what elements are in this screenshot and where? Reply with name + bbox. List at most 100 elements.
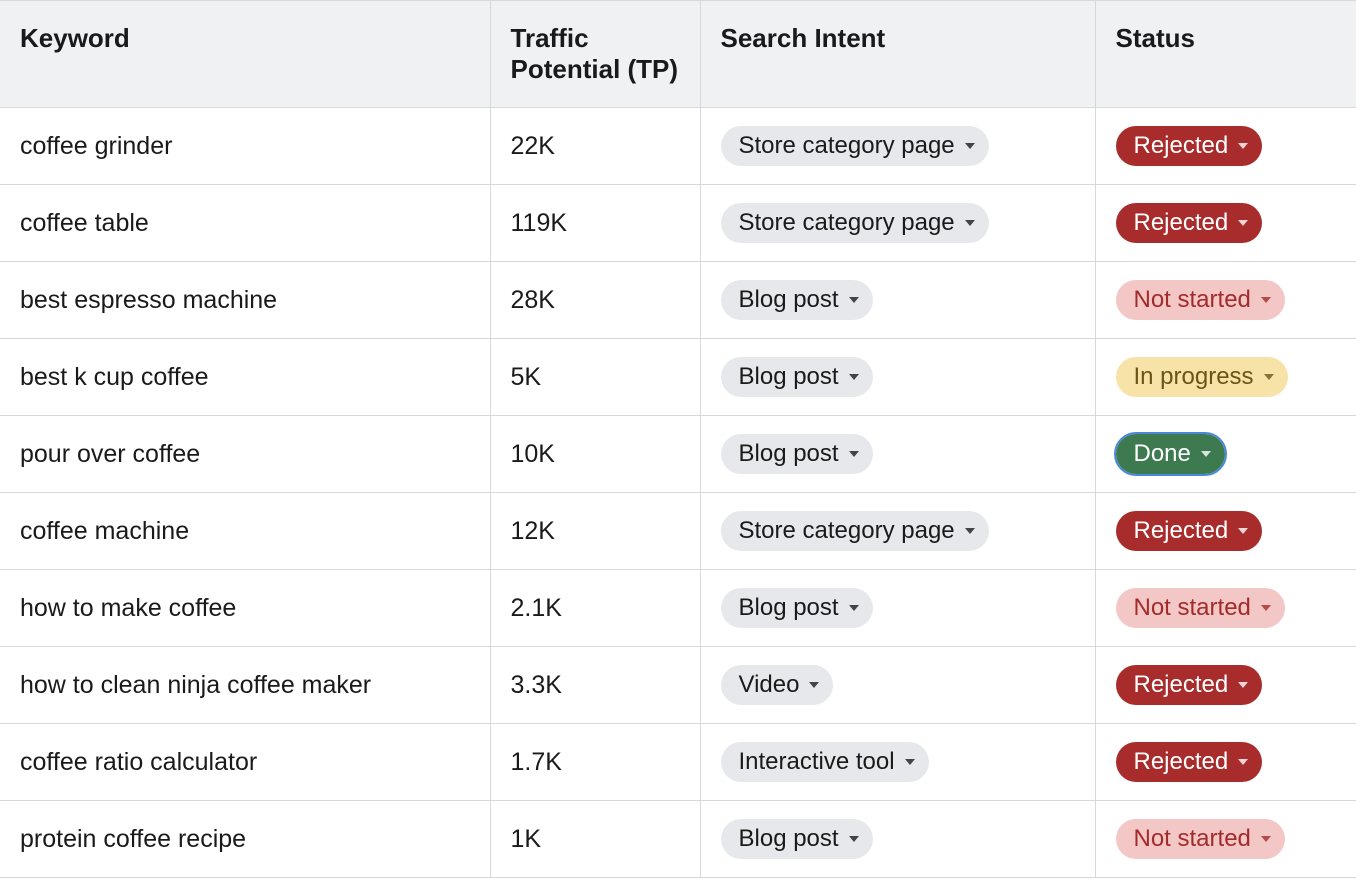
chevron-down-icon bbox=[849, 605, 859, 611]
intent-label: Blog post bbox=[739, 286, 839, 314]
intent-cell: Blog post bbox=[700, 416, 1095, 493]
status-cell: Rejected bbox=[1095, 724, 1356, 801]
chevron-down-icon bbox=[1264, 374, 1274, 380]
keyword-cell[interactable]: coffee ratio calculator bbox=[0, 724, 490, 801]
status-cell: Done bbox=[1095, 416, 1356, 493]
intent-cell: Blog post bbox=[700, 262, 1095, 339]
table-row: coffee table119K Store category page Rejec… bbox=[0, 185, 1356, 262]
status-select[interactable]: Rejected bbox=[1116, 203, 1263, 243]
intent-select[interactable]: Blog post bbox=[721, 819, 873, 859]
keyword-cell[interactable]: coffee grinder bbox=[0, 108, 490, 185]
tp-cell[interactable]: 12K bbox=[490, 493, 700, 570]
status-label: Rejected bbox=[1134, 748, 1229, 776]
intent-label: Blog post bbox=[739, 363, 839, 391]
status-label: Not started bbox=[1134, 825, 1251, 853]
status-label: Rejected bbox=[1134, 209, 1229, 237]
status-cell: Rejected bbox=[1095, 647, 1356, 724]
intent-label: Store category page bbox=[739, 517, 955, 545]
intent-label: Interactive tool bbox=[739, 748, 895, 776]
chevron-down-icon bbox=[1238, 528, 1248, 534]
chevron-down-icon bbox=[1238, 220, 1248, 226]
chevron-down-icon bbox=[809, 682, 819, 688]
intent-select[interactable]: Blog post bbox=[721, 357, 873, 397]
intent-select[interactable]: Store category page bbox=[721, 511, 989, 551]
status-label: Rejected bbox=[1134, 671, 1229, 699]
status-cell: Not started bbox=[1095, 801, 1356, 878]
chevron-down-icon bbox=[849, 451, 859, 457]
keyword-cell[interactable]: coffee machine bbox=[0, 493, 490, 570]
keyword-cell[interactable]: coffee table bbox=[0, 185, 490, 262]
chevron-down-icon bbox=[849, 374, 859, 380]
intent-cell: Store category page bbox=[700, 185, 1095, 262]
chevron-down-icon bbox=[1201, 451, 1211, 457]
status-select[interactable]: Not started bbox=[1116, 280, 1285, 320]
status-cell: In progress bbox=[1095, 339, 1356, 416]
keyword-cell[interactable]: best espresso machine bbox=[0, 262, 490, 339]
table-row: coffee machine12K Store category page Reje… bbox=[0, 493, 1356, 570]
status-label: Rejected bbox=[1134, 517, 1229, 545]
tp-cell[interactable]: 10K bbox=[490, 416, 700, 493]
table-header: Keyword Traffic Potential (TP) Search In… bbox=[0, 1, 1356, 108]
status-cell: Rejected bbox=[1095, 493, 1356, 570]
status-cell: Rejected bbox=[1095, 108, 1356, 185]
status-cell: Not started bbox=[1095, 570, 1356, 647]
tp-cell[interactable]: 28K bbox=[490, 262, 700, 339]
intent-cell: Store category page bbox=[700, 108, 1095, 185]
intent-select[interactable]: Video bbox=[721, 665, 834, 705]
intent-cell: Store category page bbox=[700, 493, 1095, 570]
status-select[interactable]: Not started bbox=[1116, 819, 1285, 859]
chevron-down-icon bbox=[849, 836, 859, 842]
status-select[interactable]: Not started bbox=[1116, 588, 1285, 628]
intent-select[interactable]: Store category page bbox=[721, 203, 989, 243]
intent-label: Blog post bbox=[739, 594, 839, 622]
intent-select[interactable]: Interactive tool bbox=[721, 742, 929, 782]
keyword-cell[interactable]: how to clean ninja coffee maker bbox=[0, 647, 490, 724]
column-header-intent[interactable]: Search Intent bbox=[700, 1, 1095, 108]
status-select[interactable]: Rejected bbox=[1116, 742, 1263, 782]
status-label: Not started bbox=[1134, 594, 1251, 622]
status-select[interactable]: Rejected bbox=[1116, 511, 1263, 551]
intent-cell: Blog post bbox=[700, 801, 1095, 878]
status-select[interactable]: Rejected bbox=[1116, 665, 1263, 705]
chevron-down-icon bbox=[1261, 605, 1271, 611]
column-header-keyword[interactable]: Keyword bbox=[0, 1, 490, 108]
tp-cell[interactable]: 1K bbox=[490, 801, 700, 878]
tp-cell[interactable]: 119K bbox=[490, 185, 700, 262]
intent-select[interactable]: Store category page bbox=[721, 126, 989, 166]
intent-label: Store category page bbox=[739, 132, 955, 160]
table-row: coffee ratio calculator1.7K Interactive t… bbox=[0, 724, 1356, 801]
tp-cell[interactable]: 22K bbox=[490, 108, 700, 185]
chevron-down-icon bbox=[1261, 297, 1271, 303]
intent-cell: Video bbox=[700, 647, 1095, 724]
chevron-down-icon bbox=[965, 220, 975, 226]
chevron-down-icon bbox=[1238, 682, 1248, 688]
intent-label: Store category page bbox=[739, 209, 955, 237]
intent-select[interactable]: Blog post bbox=[721, 434, 873, 474]
chevron-down-icon bbox=[849, 297, 859, 303]
chevron-down-icon bbox=[1238, 759, 1248, 765]
intent-cell: Blog post bbox=[700, 339, 1095, 416]
status-select[interactable]: Rejected bbox=[1116, 126, 1263, 166]
status-select[interactable]: Done bbox=[1116, 434, 1225, 474]
keyword-cell[interactable]: best k cup coffee bbox=[0, 339, 490, 416]
chevron-down-icon bbox=[965, 528, 975, 534]
column-header-status[interactable]: Status bbox=[1095, 1, 1356, 108]
tp-cell[interactable]: 3.3K bbox=[490, 647, 700, 724]
table-row: how to make coffee2.1K Blog post Not start… bbox=[0, 570, 1356, 647]
table-row: protein coffee recipe1K Blog post Not star… bbox=[0, 801, 1356, 878]
table-row: pour over coffee10K Blog post Done bbox=[0, 416, 1356, 493]
intent-label: Video bbox=[739, 671, 800, 699]
status-select[interactable]: In progress bbox=[1116, 357, 1288, 397]
keyword-cell[interactable]: how to make coffee bbox=[0, 570, 490, 647]
keyword-cell[interactable]: protein coffee recipe bbox=[0, 801, 490, 878]
tp-cell[interactable]: 5K bbox=[490, 339, 700, 416]
intent-cell: Blog post bbox=[700, 570, 1095, 647]
intent-select[interactable]: Blog post bbox=[721, 280, 873, 320]
tp-cell[interactable]: 1.7K bbox=[490, 724, 700, 801]
intent-select[interactable]: Blog post bbox=[721, 588, 873, 628]
intent-label: Blog post bbox=[739, 440, 839, 468]
table-row: coffee grinder22K Store category page Reje… bbox=[0, 108, 1356, 185]
column-header-tp[interactable]: Traffic Potential (TP) bbox=[490, 1, 700, 108]
tp-cell[interactable]: 2.1K bbox=[490, 570, 700, 647]
keyword-cell[interactable]: pour over coffee bbox=[0, 416, 490, 493]
